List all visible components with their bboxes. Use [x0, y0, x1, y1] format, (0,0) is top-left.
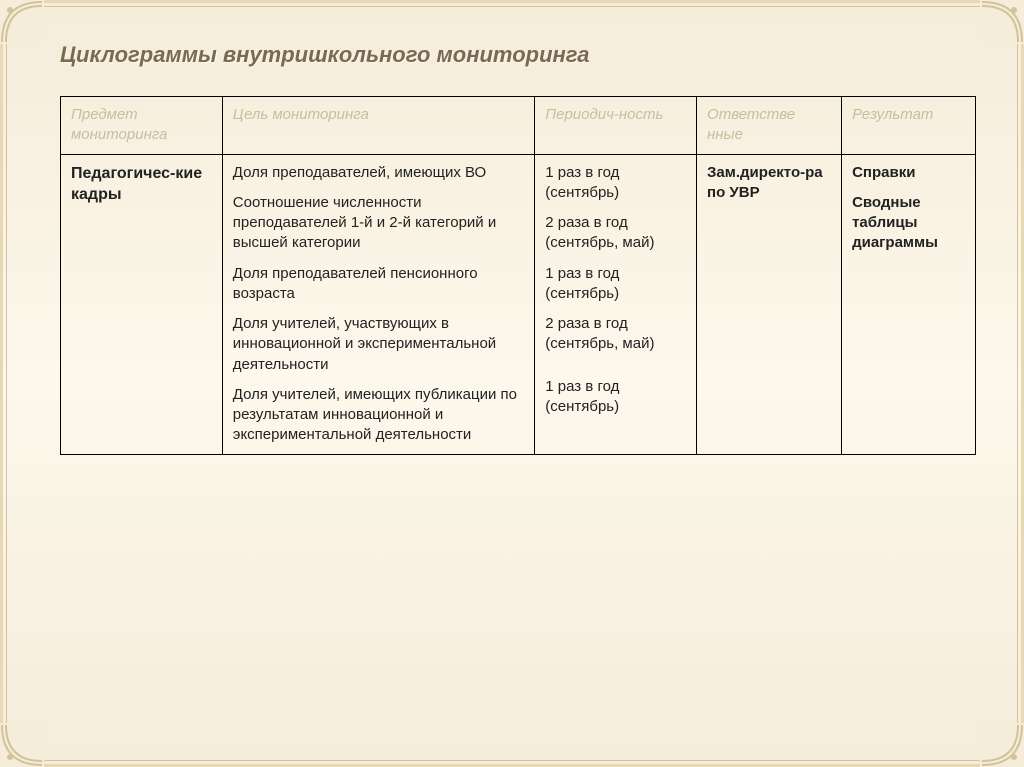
- col-header-period: Периодич-ность: [535, 97, 697, 155]
- period-item: 2 раза в год (сентябрь, май): [545, 314, 686, 355]
- period-item: 1 раз в год (сентябрь): [545, 264, 686, 305]
- period-item: 1 раз в год (сентябрь): [545, 163, 686, 204]
- corner-ornament: [980, 723, 1024, 767]
- period-item: 1 раз в год (сентябрь): [545, 377, 686, 418]
- slide-content: Циклограммы внутришкольного мониторинга …: [0, 0, 1024, 475]
- corner-ornament: [980, 0, 1024, 44]
- cell-responsible: Зам.директо-ра по УВР: [697, 154, 842, 454]
- result-item: Сводные таблицы диаграммы: [852, 193, 965, 254]
- corner-ornament: [0, 0, 44, 44]
- cell-period: 1 раз в год (сентябрь) 2 раза в год (сен…: [535, 154, 697, 454]
- col-header-responsible: Ответстве нные: [697, 97, 842, 155]
- cell-goals: Доля преподавателей, имеющих ВО Соотноше…: [222, 154, 534, 454]
- corner-ornament: [0, 723, 44, 767]
- cell-predmet: Педагогичес-кие кадры: [61, 154, 223, 454]
- goal-item: Доля преподавателей пенсионного возраста: [233, 264, 524, 305]
- result-item: Справки: [852, 163, 965, 183]
- col-header-goal: Цель мониторинга: [222, 97, 534, 155]
- col-header-predmet: Предмет мониторинга: [61, 97, 223, 155]
- responsible-item: Зам.директо-ра по УВР: [707, 163, 831, 204]
- goal-item: Доля преподавателей, имеющих ВО: [233, 163, 524, 183]
- col-header-result: Результат: [842, 97, 976, 155]
- goal-item: Доля учителей, имеющих публикации по рез…: [233, 385, 524, 446]
- table-row: Педагогичес-кие кадры Доля преподавателе…: [61, 154, 976, 454]
- goal-item: Соотношение численности преподавателей 1…: [233, 193, 524, 254]
- table-header-row: Предмет мониторинга Цель мониторинга Пер…: [61, 97, 976, 155]
- goal-item: Доля учителей, участвующих в инновационн…: [233, 314, 524, 375]
- monitoring-table: Предмет мониторинга Цель мониторинга Пер…: [60, 96, 976, 455]
- cell-result: Справки Сводные таблицы диаграммы: [842, 154, 976, 454]
- slide-title: Циклограммы внутришкольного мониторинга: [60, 42, 976, 68]
- period-item: 2 раза в год (сентябрь, май): [545, 213, 686, 254]
